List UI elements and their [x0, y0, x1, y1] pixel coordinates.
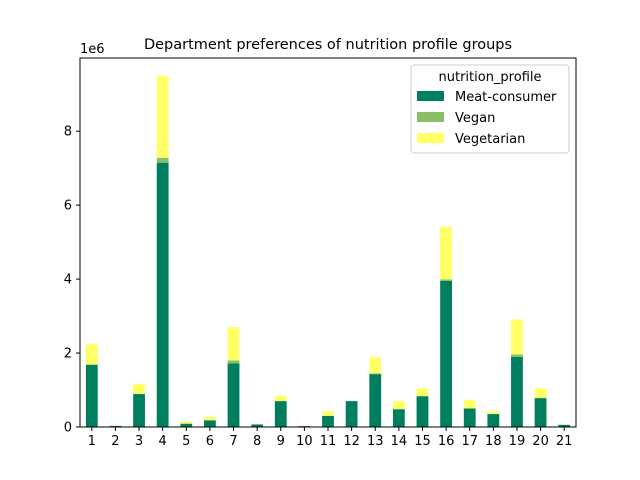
x-tick-label-18: 18: [485, 434, 502, 449]
legend-swatch-vegetarian: [417, 133, 444, 143]
bar-meat-consumer-2: [109, 425, 122, 427]
bar-vegetarian-11: [322, 411, 334, 416]
x-tick-label-6: 6: [206, 434, 214, 449]
x-tick-label-13: 13: [367, 434, 384, 449]
x-tick-label-8: 8: [253, 434, 261, 449]
bar-vegan-4: [156, 157, 169, 163]
bar-vegetarian-13: [369, 357, 382, 374]
bar-vegetarian-15: [416, 388, 429, 396]
bar-meat-consumer-3: [133, 394, 145, 427]
bar-meat-consumer-20: [534, 398, 547, 427]
bar-vegetarian-17: [463, 400, 476, 409]
x-tick-label-2: 2: [111, 434, 119, 449]
bar-meat-consumer-12: [345, 401, 358, 427]
y-axis-offset-label: 1e6: [80, 42, 105, 57]
y-tick-label-4: 4: [64, 273, 72, 288]
bar-vegan-7: [227, 360, 240, 364]
bar-vegetarian-5: [180, 421, 193, 424]
bar-meat-consumer-5: [180, 423, 193, 427]
y-tick-label-8: 8: [64, 125, 72, 140]
x-tick-label-17: 17: [461, 434, 478, 449]
y-tick-label-2: 2: [64, 347, 72, 362]
x-tick-label-19: 19: [509, 434, 526, 449]
bar-vegetarian-6: [204, 417, 216, 421]
chart-title: Department preferences of nutrition prof…: [144, 37, 512, 53]
bar-meat-consumer-18: [487, 414, 500, 427]
bar-meat-consumer-7: [227, 363, 240, 427]
legend-swatch-vegan: [417, 112, 444, 122]
legend: nutrition_profile Meat-consumer Vegan Veget…: [410, 64, 570, 154]
bar-vegetarian-3: [133, 384, 145, 394]
bar-vegetarian-4: [156, 75, 169, 158]
bar-vegan-19: [511, 354, 523, 357]
bar-meat-consumer-16: [440, 280, 452, 427]
legend-label-vegetarian: Vegetarian: [455, 132, 525, 147]
bar-meat-consumer-11: [322, 415, 334, 427]
x-tick-label-1: 1: [88, 434, 96, 449]
bar-meat-consumer-17: [463, 408, 476, 427]
bar-meat-consumer-1: [85, 364, 98, 427]
x-tick-label-14: 14: [391, 434, 408, 449]
bar-group: [85, 75, 571, 427]
bar-vegan-16: [440, 279, 452, 281]
legend-title: nutrition_profile: [439, 70, 542, 85]
bar-meat-consumer-6: [204, 420, 216, 427]
bar-vegetarian-14: [392, 401, 405, 410]
bar-meat-consumer-4: [156, 162, 169, 427]
bar-vegan-13: [369, 373, 382, 375]
legend-swatch-meat-consumer: [417, 91, 444, 101]
x-tick-label-20: 20: [532, 434, 549, 449]
bar-vegetarian-9: [274, 395, 287, 401]
legend-label-vegan: Vegan: [455, 111, 495, 126]
y-tick-label-6: 6: [64, 199, 72, 214]
bar-vegan-1: [85, 364, 98, 365]
bar-vegetarian-20: [534, 388, 547, 398]
bar-meat-consumer-14: [392, 409, 405, 427]
x-tick-label-5: 5: [182, 434, 190, 449]
bar-vegetarian-16: [440, 226, 452, 280]
x-tick-label-16: 16: [438, 434, 455, 449]
x-tick-label-11: 11: [320, 434, 337, 449]
x-tick-label-15: 15: [414, 434, 431, 449]
bar-vegetarian-18: [487, 411, 500, 414]
x-tick-label-9: 9: [277, 434, 285, 449]
legend-box: [410, 64, 570, 154]
x-tick-label-3: 3: [135, 434, 143, 449]
bar-meat-consumer-19: [511, 356, 523, 427]
legend-label-meat-consumer: Meat-consumer: [455, 90, 557, 105]
bar-vegetarian-7: [227, 327, 240, 361]
bar-meat-consumer-9: [274, 401, 287, 427]
bar-vegetarian-1: [85, 343, 98, 365]
bar-meat-consumer-21: [558, 424, 571, 427]
bar-meat-consumer-15: [416, 396, 429, 427]
x-tick-label-4: 4: [159, 434, 167, 449]
bar-meat-consumer-8: [251, 424, 264, 427]
x-tick-label-21: 21: [556, 434, 573, 449]
x-tick-label-10: 10: [296, 434, 313, 449]
bar-vegetarian-19: [511, 319, 523, 355]
x-tick-label-12: 12: [343, 434, 360, 449]
bar-meat-consumer-13: [369, 374, 382, 427]
x-tick-label-7: 7: [229, 434, 237, 449]
y-tick-label-0: 0: [64, 421, 72, 436]
